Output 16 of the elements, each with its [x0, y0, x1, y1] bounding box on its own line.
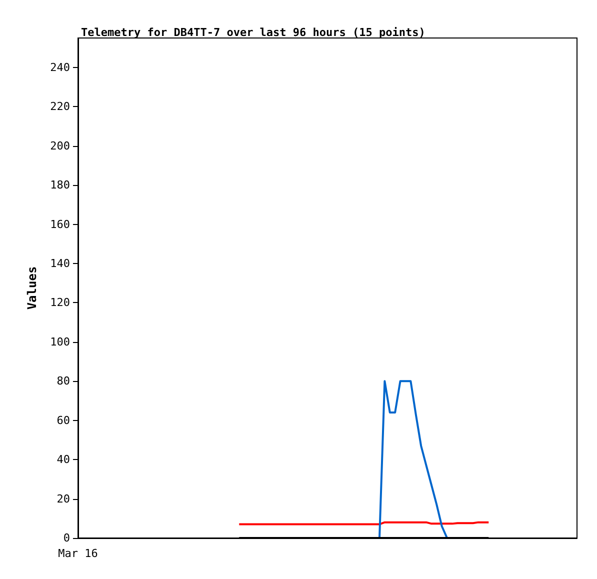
y-tick-label: 220 [50, 100, 70, 114]
y-tick-label: 0 [63, 532, 70, 544]
y-tick-label: 40 [56, 453, 70, 466]
y-tick-label: 60 [56, 414, 70, 427]
x-tick-label: Mar 16 [58, 547, 98, 560]
y-tick-label: 120 [50, 296, 70, 310]
y-axis-title: Values [25, 266, 39, 310]
chart-title: Telemetry for DB4TT-7 over last 96 hours (15 points) [81, 26, 426, 39]
y-tick-label: 200 [50, 139, 70, 152]
y-tick-label: 20 [56, 492, 70, 506]
y-tick-label: 100 [50, 335, 70, 348]
y-tick-label: 160 [50, 218, 70, 231]
y-tick-label: 80 [56, 374, 70, 388]
y-tick-label: 140 [50, 256, 70, 270]
y-tick-label: 240 [50, 60, 70, 74]
y-tick-label: 180 [50, 178, 70, 192]
